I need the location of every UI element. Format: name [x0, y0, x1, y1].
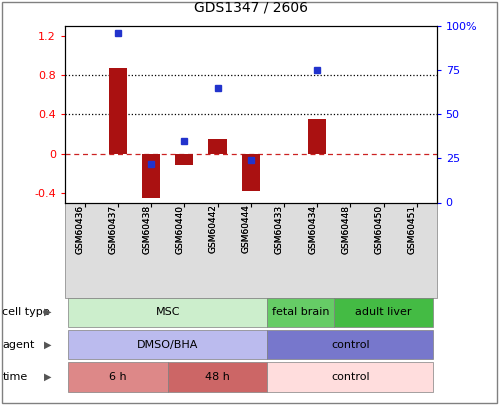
Text: GSM60450: GSM60450 [375, 205, 384, 254]
Text: control: control [331, 340, 370, 350]
Text: GSM60451: GSM60451 [408, 205, 417, 254]
Text: 6 h: 6 h [109, 372, 127, 382]
Text: GSM60448: GSM60448 [341, 205, 350, 254]
Text: GSM60442: GSM60442 [209, 205, 218, 254]
Bar [209, 139, 227, 153]
Bar [308, 119, 326, 153]
Text: time: time [2, 372, 28, 382]
Text: agent: agent [2, 340, 35, 350]
Text: GSM60437: GSM60437 [109, 205, 118, 254]
Bar [142, 153, 160, 198]
Bar [175, 153, 194, 165]
Text: GSM60438: GSM60438 [142, 205, 151, 254]
Text: cell type: cell type [2, 307, 50, 317]
Text: DMSO/BHA: DMSO/BHA [137, 340, 199, 350]
Text: GSM60436: GSM60436 [76, 205, 85, 254]
Text: GSM60433: GSM60433 [275, 205, 284, 254]
Bar [242, 153, 260, 191]
Text: GSM60450: GSM60450 [375, 205, 384, 254]
Text: GSM60440: GSM60440 [175, 205, 184, 254]
Text: GSM60438: GSM60438 [142, 205, 151, 254]
Text: GSM60451: GSM60451 [408, 205, 417, 254]
Text: GSM60444: GSM60444 [242, 205, 250, 254]
Text: GSM60433: GSM60433 [275, 205, 284, 254]
Text: GSM60448: GSM60448 [341, 205, 350, 254]
Text: ▶: ▶ [43, 372, 51, 382]
Text: ▶: ▶ [43, 307, 51, 317]
Text: fetal brain: fetal brain [272, 307, 329, 317]
Text: GDS1347 / 2606: GDS1347 / 2606 [194, 0, 308, 14]
Text: GSM60440: GSM60440 [175, 205, 184, 254]
Text: GSM60436: GSM60436 [76, 205, 85, 254]
Text: GSM60444: GSM60444 [242, 205, 250, 254]
Bar [109, 68, 127, 153]
Text: GSM60442: GSM60442 [209, 205, 218, 254]
Text: adult liver: adult liver [355, 307, 412, 317]
Text: control: control [331, 372, 370, 382]
Text: 48 h: 48 h [205, 372, 230, 382]
Text: ▶: ▶ [43, 340, 51, 350]
Text: GSM60434: GSM60434 [308, 205, 317, 254]
Text: GSM60434: GSM60434 [308, 205, 317, 254]
Text: MSC: MSC [156, 307, 180, 317]
Text: GSM60437: GSM60437 [109, 205, 118, 254]
